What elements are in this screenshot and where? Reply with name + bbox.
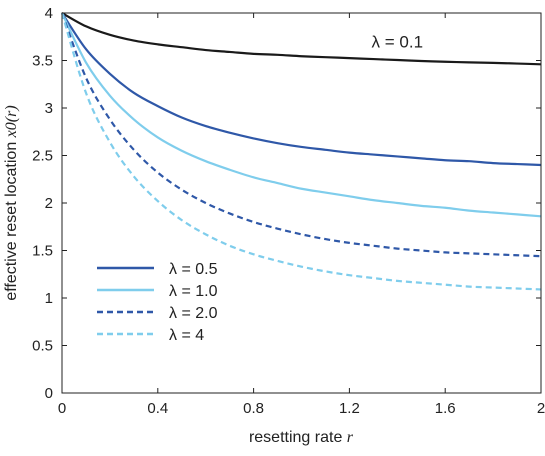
plot-frame [61,12,542,394]
x-tick-label: 2 [537,400,545,417]
y-tick-label: 0.5 [32,338,53,355]
legend-label-lambda-2-0: λ = 2.0 [169,305,218,322]
series-line-lambda-2-0 [60,12,542,258]
series-line-lambda-1-0 [61,12,542,218]
x-tick-label: 0 [58,400,66,417]
y-tick-label: 1.5 [32,243,53,260]
annotation-label: λ = 0.1 [372,33,424,52]
y-axis-label-text: effective reset location [3,142,20,301]
y-tick-label: 3.5 [32,53,53,70]
ticks-layer: 0 0.4 0.8 1.2 1.6 2 0 0.5 1 1.5 2 2.5 3 3.5 4 [32,5,545,417]
series-line-lambda-0-1 [61,12,542,66]
series-line-lambda-0-5 [61,12,542,167]
y-tick-label: 2 [45,195,53,212]
series-layer [60,12,542,291]
x-tick-label: 0.8 [243,400,264,417]
y-tick-label: 3 [45,100,53,117]
y-tick-label: 0 [45,385,53,402]
annotation-layer: λ = 0.1 [372,33,424,52]
series-line-lambda-4 [60,12,542,291]
x-axis-variable: r [347,429,354,446]
x-axis-label: resetting rate r [249,429,354,446]
legend: λ = 0.5 λ = 1.0 λ = 2.0 λ = 4 [97,261,218,344]
y-tick-label: 2.5 [32,148,53,165]
legend-label-lambda-4: λ = 4 [169,327,204,344]
y-tick-label: 1 [45,290,53,307]
legend-label-lambda-0-5: λ = 0.5 [169,261,218,278]
y-axis-label: effective reset location x0(r) [3,105,20,300]
x-tick-label: 1.2 [339,400,360,417]
y-tick-label: 4 [45,5,53,22]
legend-label-lambda-1-0: λ = 1.0 [169,283,218,300]
x-tick-label: 0.4 [147,400,168,417]
y-axis-variable: x0(r) [3,105,20,138]
x-tick-label: 1.6 [435,400,456,417]
x-axis-label-text: resetting rate [249,429,342,446]
